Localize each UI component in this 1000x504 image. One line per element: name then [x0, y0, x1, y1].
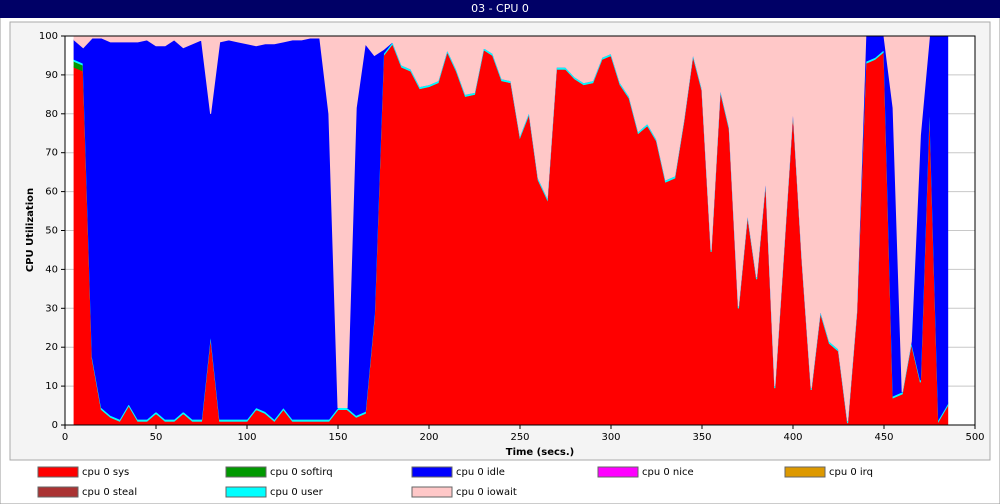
- y-tick-label: 100: [39, 31, 58, 42]
- legend-swatch: [225, 486, 267, 498]
- x-tick-label: 450: [874, 432, 893, 443]
- legend-item: cpu 0 user: [225, 486, 324, 498]
- x-tick-label: 150: [328, 432, 347, 443]
- y-tick-label: 60: [45, 187, 58, 198]
- legend-label: cpu 0 steal: [82, 487, 137, 498]
- areas: [73, 35, 949, 426]
- x-tick-label: 350: [692, 432, 711, 443]
- legend-swatch: [784, 466, 826, 478]
- y-tick-label: 20: [45, 342, 58, 353]
- legend-swatch: [37, 486, 79, 498]
- legend-label: cpu 0 irq: [829, 467, 873, 478]
- y-tick-label: 90: [45, 70, 58, 81]
- y-tick-label: 0: [52, 420, 58, 431]
- x-tick-label: 500: [965, 432, 984, 443]
- legend-swatch: [37, 466, 79, 478]
- y-tick-label: 40: [45, 264, 58, 275]
- legend-swatch: [225, 466, 267, 478]
- legend-swatch: [597, 466, 639, 478]
- legend-item: cpu 0 idle: [411, 466, 505, 478]
- legend-label: cpu 0 sys: [82, 467, 129, 478]
- x-tick-label: 400: [783, 432, 802, 443]
- y-tick-label: 30: [45, 303, 58, 314]
- y-tick-label: 10: [45, 381, 58, 392]
- chart-title: 03 - CPU 0: [471, 2, 529, 15]
- plot-border: [64, 35, 976, 426]
- legend-item: cpu 0 steal: [37, 486, 137, 498]
- title-bar: [0, 0, 1000, 18]
- legend-label: cpu 0 user: [270, 487, 324, 498]
- x-tick-label: 50: [150, 432, 163, 443]
- y-axis-label: CPU Utilization: [25, 188, 36, 272]
- x-tick-label: 250: [510, 432, 529, 443]
- legend-item: cpu 0 softirq: [225, 466, 333, 478]
- x-tick-label: 200: [419, 432, 438, 443]
- legend-label: cpu 0 idle: [456, 467, 505, 478]
- x-axis-label: Time (secs.): [506, 447, 575, 458]
- legend-item: cpu 0 iowait: [411, 486, 517, 498]
- x-tick-label: 300: [601, 432, 620, 443]
- axes: 0 10 20 30 40 50 60 70 80 90 100 0 50 100 150 200 250 300…: [39, 31, 985, 443]
- legend-label: cpu 0 softirq: [270, 467, 333, 478]
- legend-item: cpu 0 irq: [784, 466, 873, 478]
- legend-label: cpu 0 nice: [642, 467, 694, 478]
- plot-layer: 0 10 20 30 40 50 60 70 80 90 100 0 50 100 150 200 250 300…: [37, 31, 985, 498]
- y-tick-label: 70: [45, 148, 58, 159]
- legend-swatch: [411, 466, 453, 478]
- y-tick-label: 50: [45, 226, 58, 237]
- legend-item: cpu 0 sys: [37, 466, 129, 478]
- legend-swatch: [411, 486, 453, 498]
- y-tick-label: 80: [45, 109, 58, 120]
- legend-item: cpu 0 nice: [597, 466, 694, 478]
- x-tick-label: 0: [62, 432, 68, 443]
- legend-label: cpu 0 iowait: [456, 487, 517, 498]
- x-tick-label: 100: [237, 432, 256, 443]
